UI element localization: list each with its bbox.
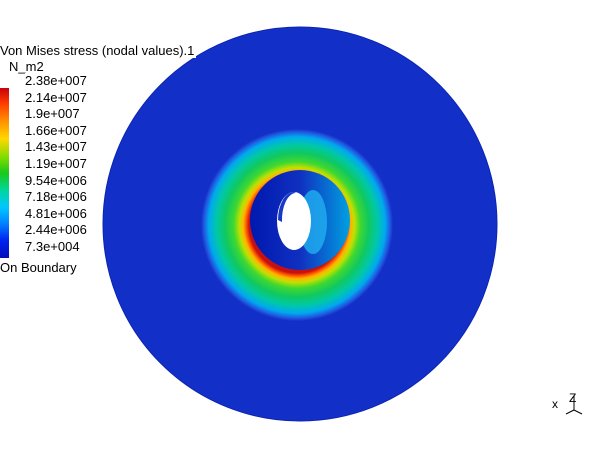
axis-label-z: Z <box>569 391 576 405</box>
axis-triad-icon[interactable]: x Z <box>548 390 588 422</box>
legend-value: 4.81e+006 <box>25 205 87 221</box>
legend-value: 1.19e+007 <box>25 155 87 171</box>
boundary-note: On Boundary <box>0 260 77 275</box>
legend-value: 7.18e+006 <box>25 189 87 205</box>
legend-color-bar[interactable] <box>0 88 9 258</box>
legend-value: 2.38e+007 <box>25 73 87 88</box>
legend-value-list: 2.38e+007 2.14e+007 1.9e+007 1.66e+007 1… <box>25 73 87 256</box>
legend-unit: N_m2 <box>9 59 44 74</box>
legend-title: Von Mises stress (nodal values).1 <box>0 43 197 58</box>
legend-value: 1.43e+007 <box>25 139 87 155</box>
bore-hole <box>250 170 350 270</box>
legend-value: 2.44e+006 <box>25 222 87 238</box>
legend-value: 7.3e+004 <box>25 238 80 254</box>
legend-value: 1.66e+007 <box>25 122 87 138</box>
legend-value: 9.54e+006 <box>25 172 87 188</box>
legend-value: 2.14e+007 <box>25 89 87 105</box>
axis-label-x: x <box>552 397 558 411</box>
legend-value: 1.9e+007 <box>25 106 80 122</box>
